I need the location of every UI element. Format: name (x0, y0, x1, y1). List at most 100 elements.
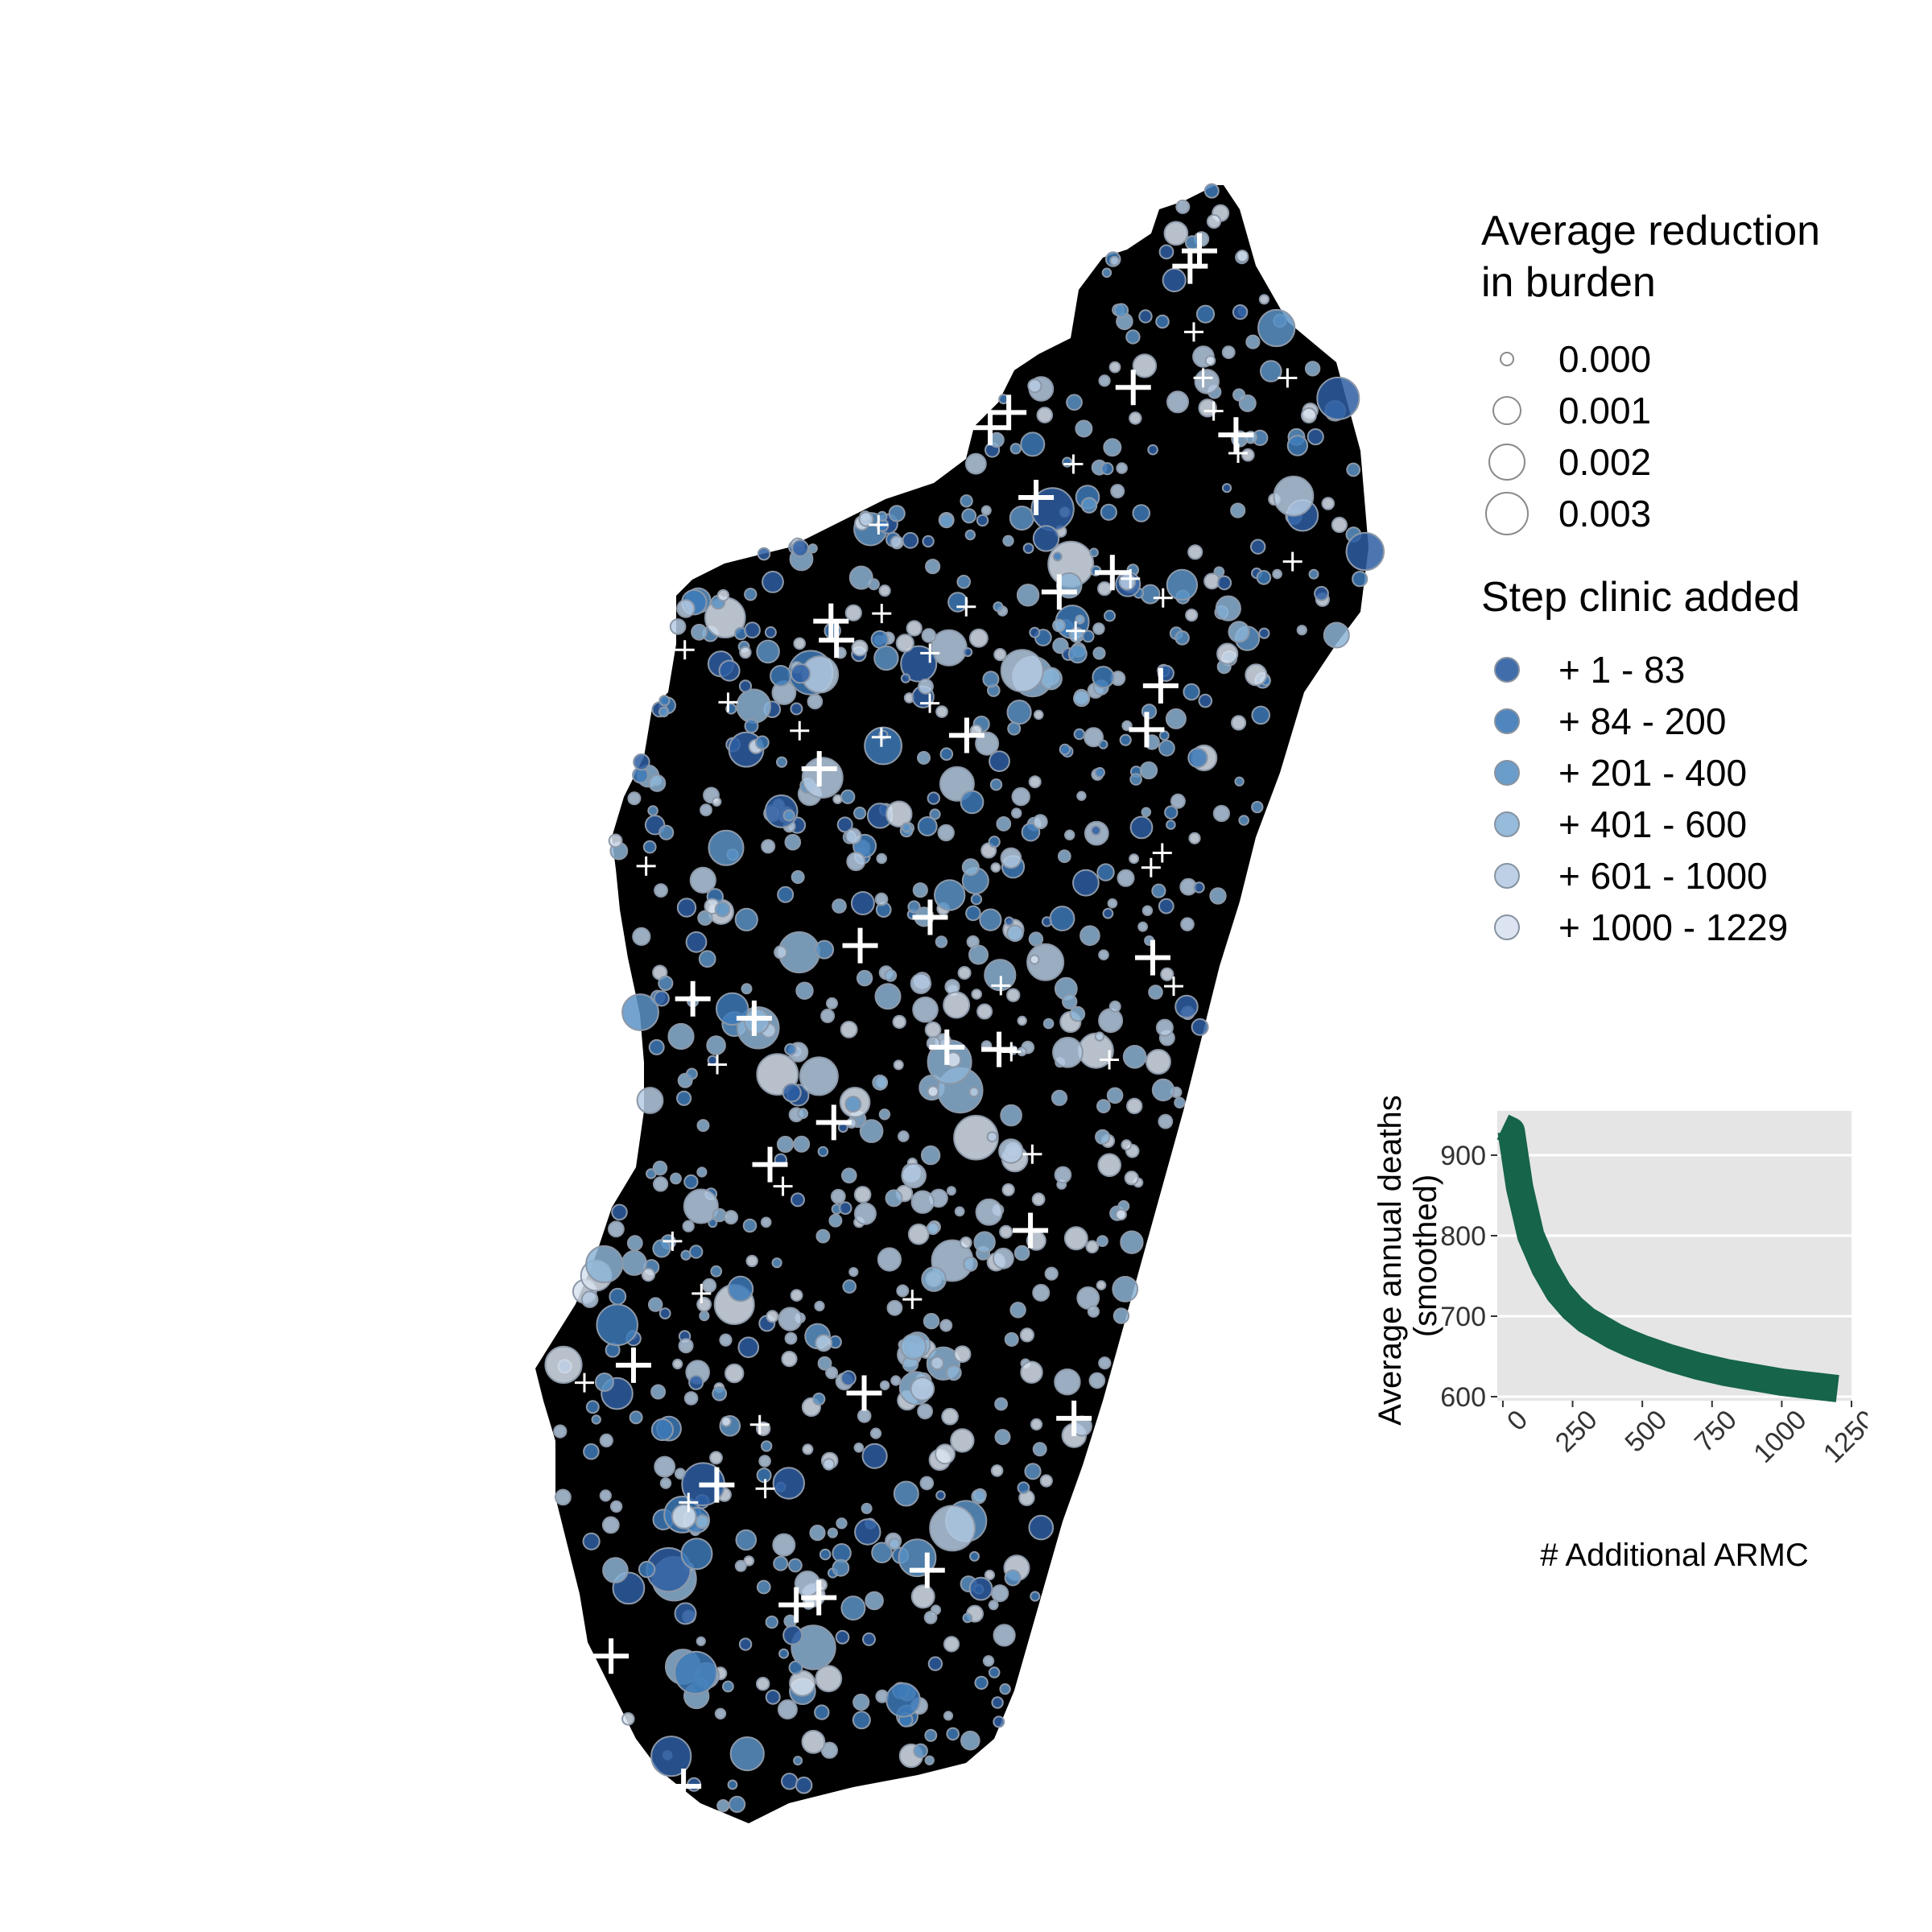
clinic-point (817, 1356, 832, 1371)
existing-clinic-cross-icon (929, 1029, 965, 1065)
clinic-point (1085, 1240, 1100, 1254)
clinic-point (892, 1014, 906, 1030)
clinic-point (888, 1538, 901, 1550)
existing-clinic-cross-icon (909, 1552, 945, 1588)
clinic-point (1042, 1018, 1055, 1030)
clinic-point (648, 1297, 663, 1312)
clinic-point (1075, 614, 1085, 625)
clinic-point (976, 514, 989, 527)
clinic-point (676, 898, 697, 918)
clinic-point (874, 983, 902, 1010)
clinic-point (712, 796, 722, 807)
clinic-point (1124, 1170, 1139, 1186)
clinic-point (1088, 1372, 1106, 1389)
legend-color-title: Step clinic added (1481, 574, 1801, 621)
clinic-point (793, 1756, 803, 1766)
clinic-point (907, 1223, 930, 1245)
clinic-point (1072, 869, 1100, 897)
existing-clinic-cross-icon (636, 856, 656, 876)
clinic-point (793, 1135, 811, 1153)
clinic-point (990, 1464, 1004, 1477)
clinic-point (991, 1584, 1009, 1603)
clinic-point (696, 1296, 712, 1312)
clinic-point (650, 1418, 675, 1442)
clinic-point (638, 1560, 656, 1579)
clinic-point (1116, 462, 1128, 474)
clinic-point (1096, 863, 1115, 881)
existing-clinic-cross-icon (972, 410, 1009, 446)
clinic-point (706, 1035, 726, 1055)
clinic-point (742, 1218, 758, 1233)
clinic-point (1245, 334, 1261, 349)
clinic-point (761, 1440, 773, 1452)
clinic-point (782, 1624, 803, 1645)
clinic-point (790, 702, 803, 716)
existing-clinic-cross-icon (778, 1587, 815, 1623)
clinic-point (956, 575, 971, 589)
clinic-point (850, 891, 875, 915)
clinic-point (901, 1162, 927, 1189)
clinic-point (734, 1559, 747, 1572)
clinic-point (1073, 728, 1086, 741)
clinic-point (1064, 829, 1075, 840)
clinic-point (1162, 267, 1187, 293)
clinic-point (1073, 690, 1091, 708)
clinic-point (993, 601, 1004, 613)
clinic-point (910, 972, 932, 995)
clinic-point (961, 858, 980, 877)
clinic-point (960, 494, 973, 508)
existing-clinic-cross-icon (813, 603, 849, 639)
clinic-point (650, 1736, 692, 1777)
clinic-point (585, 1245, 624, 1284)
clinic-point (965, 905, 981, 922)
clinic-point (729, 1795, 746, 1813)
clinic-point (735, 1529, 758, 1551)
existing-clinic-cross-icon (1134, 939, 1170, 976)
clinic-point (653, 990, 670, 1007)
clinic-point (1108, 1000, 1121, 1013)
clinic-point (1044, 1266, 1059, 1281)
clinic-point (1256, 570, 1272, 585)
clinic-point (771, 1257, 782, 1269)
clinic-point (934, 879, 966, 911)
clinic-point (1215, 595, 1241, 621)
existing-clinic-cross-icon (1164, 976, 1183, 997)
clinic-point (876, 852, 887, 865)
clinic-point (1158, 1113, 1174, 1129)
inset-x-tick-label: 750 (1689, 1405, 1743, 1459)
clinic-point (795, 1776, 813, 1794)
clinic-point (832, 794, 843, 804)
clinic-point (632, 927, 651, 947)
existing-clinic-crosses-layer (574, 233, 1302, 1804)
clinic-point (1104, 609, 1116, 622)
clinic-point (900, 673, 911, 683)
clinic-point (1028, 931, 1044, 947)
clinic-point (658, 975, 674, 992)
clinic-point (1006, 924, 1024, 943)
clinic-point (1155, 1018, 1174, 1037)
clinic-point (716, 588, 730, 602)
clinic-point (873, 645, 899, 671)
clinic-point (1004, 1569, 1022, 1587)
clinic-point (1052, 551, 1063, 562)
clinic-point (840, 1370, 857, 1386)
legend-color-item: + 1000 - 1229 (1481, 902, 1788, 953)
clinic-point (1213, 566, 1225, 578)
clinic-point (627, 791, 642, 806)
clinic-point (688, 1374, 704, 1390)
clinic-point (1088, 547, 1099, 558)
clinic-point (923, 1610, 938, 1624)
clinic-point (653, 1176, 669, 1192)
clinic-point (862, 1632, 876, 1646)
clinic-point (1031, 1192, 1046, 1207)
clinic-point (739, 646, 752, 659)
clinic-point (1100, 503, 1117, 521)
clinic-point (1232, 304, 1249, 320)
clinic-point (853, 1202, 877, 1225)
clinic-point (712, 1385, 728, 1402)
clinic-point (738, 679, 753, 693)
clinic-point (840, 789, 856, 804)
clinic-point (784, 1042, 797, 1056)
clinic-point (950, 1428, 975, 1453)
clinic-point (1098, 1356, 1112, 1370)
